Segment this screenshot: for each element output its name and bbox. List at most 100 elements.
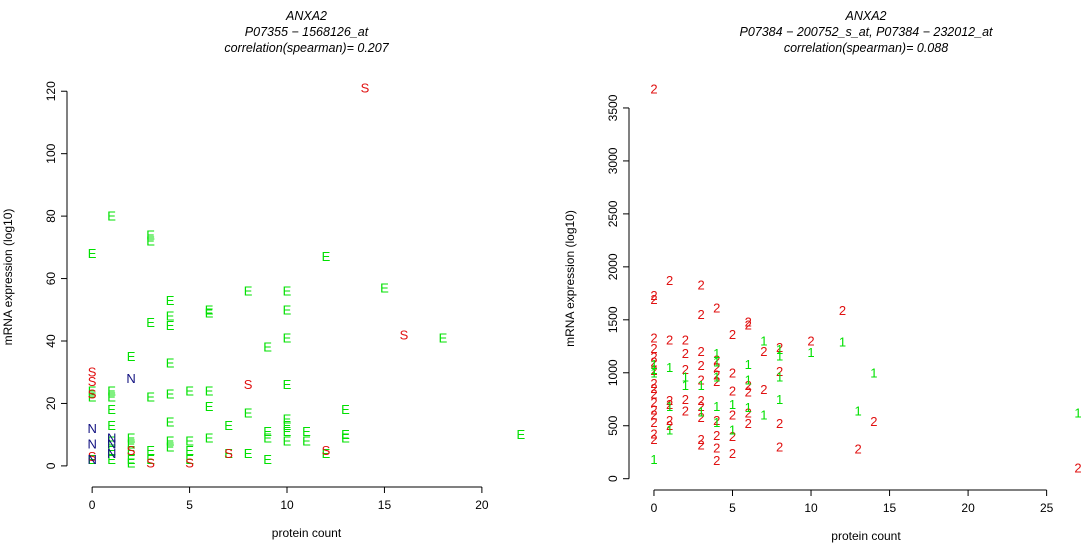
point: 1 [713, 415, 720, 430]
point: E [107, 418, 116, 433]
point: 2 [666, 393, 673, 408]
point: 2 [650, 288, 657, 303]
point: N [87, 437, 96, 452]
point: 1 [1074, 406, 1081, 421]
point: E [302, 433, 311, 448]
chart-title: correlation(spearman)= 0.207 [224, 41, 389, 55]
point: 2 [650, 363, 657, 378]
point: 2 [745, 406, 752, 421]
x-tick-label: 0 [89, 498, 96, 512]
point: E [283, 302, 292, 317]
point: E [127, 455, 136, 470]
point: 2 [697, 358, 704, 373]
point: 2 [729, 446, 736, 461]
chart-title: ANXA2 [285, 9, 327, 23]
point: 1 [729, 397, 736, 412]
point: 1 [682, 370, 689, 385]
point: N [126, 371, 135, 386]
point: 1 [713, 355, 720, 370]
x-tick-label: 15 [378, 498, 392, 512]
point: E [185, 443, 194, 458]
y-tick-label: 500 [606, 415, 620, 435]
y-tick-label: 2000 [606, 253, 620, 280]
point: S [361, 81, 370, 96]
point: 2 [650, 427, 657, 442]
point: 1 [697, 378, 704, 393]
point: S [127, 443, 136, 458]
point: 2 [745, 384, 752, 399]
point: E [146, 390, 155, 405]
point: 2 [760, 344, 767, 359]
point: E [127, 437, 136, 452]
x-tick-label: 20 [961, 501, 975, 515]
point: 2 [713, 440, 720, 455]
point: 2 [776, 416, 783, 431]
point: E [185, 433, 194, 448]
y-tick-label: 0 [44, 462, 58, 469]
point: 2 [713, 367, 720, 382]
point: 1 [650, 357, 657, 372]
point: 2 [697, 277, 704, 292]
point: 2 [776, 439, 783, 454]
point: 2 [745, 314, 752, 329]
point: N [87, 421, 96, 436]
point: 2 [745, 416, 752, 431]
point: E [205, 430, 214, 445]
point: 2 [697, 432, 704, 447]
point: 2 [666, 273, 673, 288]
point: 2 [697, 437, 704, 452]
point: E [146, 315, 155, 330]
point: S [224, 446, 233, 461]
point: 1 [776, 392, 783, 407]
point: E [107, 443, 116, 458]
point: E [380, 280, 389, 295]
point: E [263, 430, 272, 445]
point: 2 [1074, 461, 1081, 476]
point: S [185, 455, 194, 470]
point: E [166, 415, 175, 430]
point: E [88, 383, 97, 398]
point: S [88, 365, 97, 380]
point: E [244, 446, 253, 461]
point: 2 [650, 341, 657, 356]
point: 2 [650, 402, 657, 417]
x-tick-label: 10 [280, 498, 294, 512]
y-tick-label: 0 [606, 475, 620, 482]
point: 1 [745, 373, 752, 388]
point: 2 [682, 362, 689, 377]
point: E [517, 427, 526, 442]
point: 1 [697, 404, 704, 419]
point: 2 [697, 373, 704, 388]
point: 2 [745, 318, 752, 333]
y-tick-label: 80 [44, 209, 58, 223]
point: 2 [697, 410, 704, 425]
point: E [263, 340, 272, 355]
point: 1 [776, 370, 783, 385]
point: 2 [666, 413, 673, 428]
x-tick-label: 5 [186, 498, 193, 512]
point: 2 [745, 378, 752, 393]
point: 2 [682, 403, 689, 418]
point: 2 [697, 307, 704, 322]
point: E [127, 430, 136, 445]
point: E [185, 383, 194, 398]
point: 2 [776, 364, 783, 379]
point: E [146, 452, 155, 467]
y-tick-label: 100 [44, 143, 58, 163]
point: 1 [839, 335, 846, 350]
chart-title: P07384 − 200752_s_at, P07384 − 232012_at [739, 25, 993, 39]
x-tick-label: 15 [883, 501, 897, 515]
point: 2 [713, 301, 720, 316]
point: E [127, 452, 136, 467]
point: E [439, 330, 448, 345]
point: 2 [713, 353, 720, 368]
point: 2 [650, 395, 657, 410]
point: 1 [713, 346, 720, 361]
point: 1 [650, 365, 657, 380]
point: E [263, 424, 272, 439]
point: 2 [713, 413, 720, 428]
point: E [166, 309, 175, 324]
point: E [283, 284, 292, 299]
point: 2 [713, 428, 720, 443]
point: E [127, 349, 136, 364]
